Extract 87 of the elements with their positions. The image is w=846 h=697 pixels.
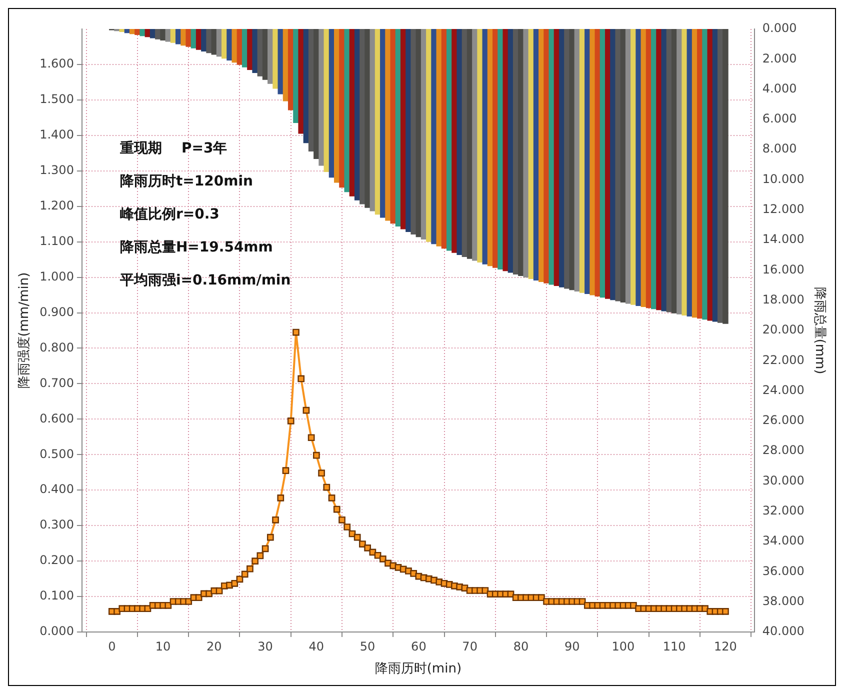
bar	[502, 29, 509, 272]
x-axis-title: 降雨历时(min)	[374, 662, 462, 677]
bar	[661, 29, 668, 312]
bar	[272, 29, 278, 89]
annotation: 平均雨强i=0.16mm/min	[118, 272, 291, 289]
y2-axis-title: 降雨总量(mm)	[812, 286, 827, 374]
bar	[232, 29, 238, 63]
x-tick-label: 50	[360, 639, 376, 654]
x-tick-label: 110	[662, 639, 686, 654]
y2-tick-label: 34.000	[762, 534, 804, 548]
x-tick-label: 40	[308, 639, 324, 654]
annotation: 降雨历时t=120min	[120, 174, 253, 190]
y2-tick-label: 28.000	[762, 443, 804, 458]
y-tick-label: 1.400	[40, 128, 74, 142]
y-tick-label: 1.000	[40, 269, 74, 284]
bar	[722, 29, 728, 324]
annotation: 重现期 P=3年	[118, 140, 228, 157]
y-axis-title: 降雨强度(mm/min)	[16, 272, 32, 389]
bar	[636, 29, 642, 306]
bar	[569, 29, 575, 290]
bar	[364, 29, 370, 208]
x-tick-label: 80	[513, 639, 529, 654]
y-tick-label: 1.200	[40, 198, 74, 212]
x-tick-label: 60	[411, 639, 426, 654]
y2-tick-label: 22.000	[762, 352, 804, 367]
y2-tick-label: 0.000	[762, 21, 797, 36]
x-tick-label: 10	[155, 639, 171, 654]
y-tick-label: 0.200	[40, 553, 74, 568]
y2-tick-label: 8.000	[762, 142, 797, 156]
y2-tick-label: 32.000	[762, 504, 804, 518]
y-tick-label: 0.600	[40, 411, 74, 426]
y-tick-label: 0.400	[40, 482, 74, 496]
bar	[252, 29, 258, 74]
bar	[456, 29, 462, 256]
bar	[140, 29, 146, 36]
bar	[186, 29, 192, 47]
bar	[477, 29, 483, 263]
x-tick-label: 100	[612, 639, 635, 654]
bar	[390, 29, 396, 224]
y-tick-label: 0.700	[40, 376, 74, 390]
x-tick-label: 70	[462, 639, 478, 654]
y-tick-label: 0.800	[40, 340, 74, 354]
y2-tick-label: 6.000	[762, 112, 797, 126]
bar	[548, 29, 555, 285]
bar	[298, 29, 304, 134]
bar	[410, 29, 416, 234]
bar	[590, 29, 596, 296]
y-tick-label: 0.000	[40, 624, 74, 638]
y-tick-label: 1.300	[40, 163, 74, 178]
annotation: 降雨总量H=19.54mm	[120, 240, 273, 256]
bar	[431, 29, 437, 244]
bar	[206, 29, 212, 54]
bar	[702, 29, 708, 320]
bar	[160, 29, 166, 40]
x-tick-label: 120	[714, 639, 737, 654]
bar	[682, 29, 688, 316]
y-tick-label: 0.300	[40, 518, 74, 532]
y-tick-label: 0.500	[40, 446, 74, 461]
y2-tick-label: 36.000	[762, 564, 804, 578]
y2-tick-label: 40.000	[762, 624, 804, 638]
x-tick-label: 30	[258, 639, 273, 654]
y-tick-label: 1.100	[40, 234, 74, 248]
bar	[615, 29, 621, 302]
y-tick-label: 1.500	[40, 92, 74, 106]
y2-tick-label: 30.000	[762, 473, 804, 488]
x-tick-label: 90	[564, 639, 580, 654]
y-tick-label: 1.600	[40, 56, 74, 71]
y2-tick-label: 24.000	[762, 382, 804, 397]
y2-tick-label: 14.000	[762, 232, 804, 246]
x-tick-label: 20	[206, 639, 222, 654]
y2-tick-label: 18.000	[762, 292, 804, 306]
bar	[523, 29, 529, 278]
x-tick-label: 0	[108, 639, 116, 654]
bar	[344, 29, 350, 192]
y2-tick-label: 2.000	[762, 51, 797, 66]
y-tick-label: 0.100	[40, 588, 74, 603]
y2-tick-label: 12.000	[762, 202, 804, 216]
y2-tick-label: 16.000	[762, 262, 804, 276]
bar	[119, 29, 126, 32]
y2-tick-label: 4.000	[762, 81, 797, 96]
y2-tick-label: 38.000	[762, 594, 804, 608]
y-tick-label: 0.900	[40, 304, 74, 319]
bar	[318, 29, 324, 166]
y2-tick-label: 26.000	[762, 413, 804, 428]
annotation: 峰值比例r=0.3	[120, 206, 220, 223]
y2-tick-label: 10.000	[762, 172, 804, 186]
y2-tick-label: 20.000	[762, 322, 804, 337]
